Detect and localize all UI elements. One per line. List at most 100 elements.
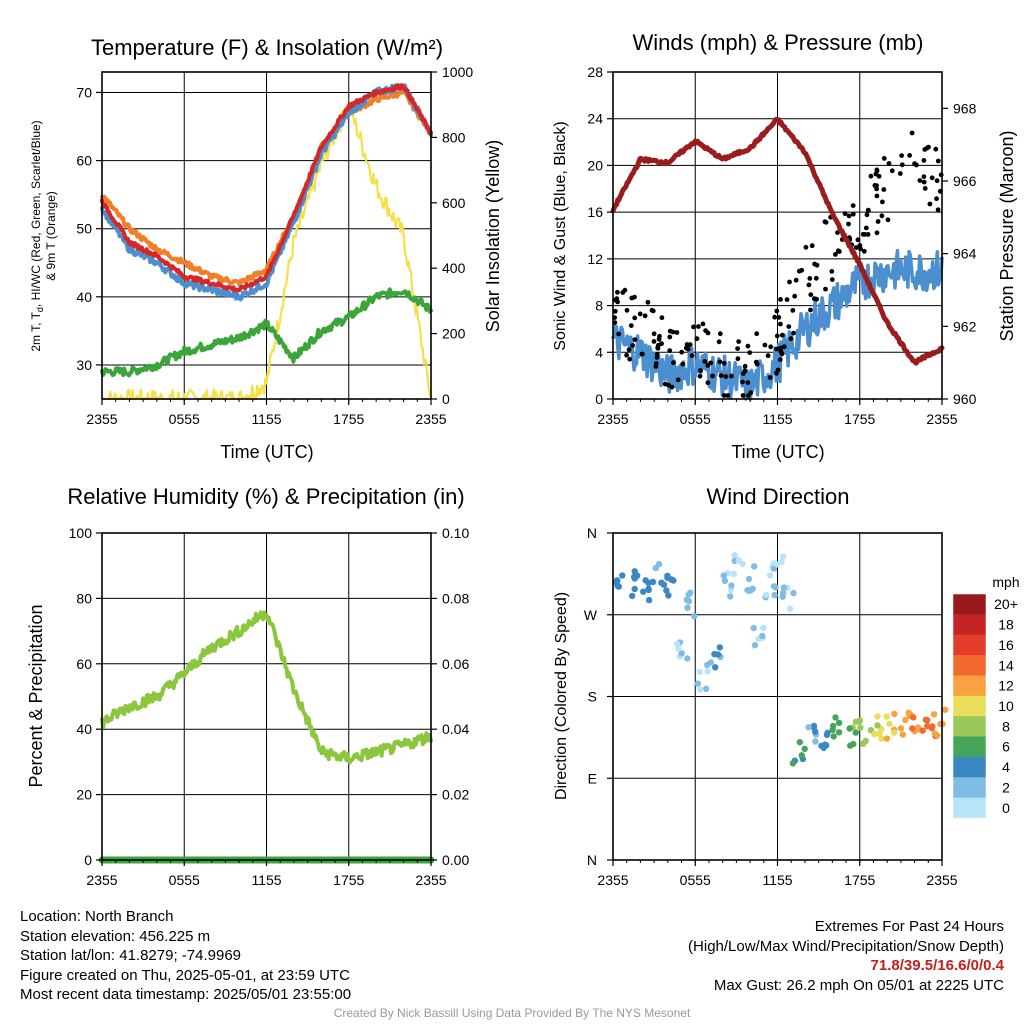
gust-point <box>935 158 941 164</box>
gust-point <box>850 203 856 209</box>
gust-point <box>889 168 895 174</box>
gust-point <box>667 348 673 354</box>
wind-direction-point <box>909 725 916 732</box>
station-pressure-line <box>610 116 945 366</box>
gust-point <box>627 356 633 362</box>
winds-y2tick-label: 968 <box>953 100 977 116</box>
gust-point <box>776 315 782 320</box>
colorbar-swatch <box>953 695 986 717</box>
winds-xtick-label: 1155 <box>762 411 792 427</box>
gust-point <box>886 161 892 166</box>
dir-ytick-label: W <box>584 607 598 623</box>
dir-ylabel: Direction (Colored By Speed) <box>553 592 570 800</box>
station-elevation: Station elevation: 456.225 m <box>20 927 211 945</box>
wind-direction-point <box>786 605 794 612</box>
extremes-block: Extremes For Past 24 Hours (High/Low/Max… <box>688 917 1004 995</box>
gust-point <box>675 377 681 383</box>
wind-direction-point <box>614 582 621 590</box>
dir-xtick-label: 0555 <box>680 872 711 888</box>
gust-point <box>754 331 760 337</box>
gust-point <box>899 162 905 168</box>
gust-point <box>850 211 856 217</box>
gust-point <box>740 393 746 398</box>
gust-point <box>615 289 620 295</box>
wind-direction-point <box>779 593 786 600</box>
gust-point <box>718 373 724 378</box>
wind-direction-point <box>721 577 729 584</box>
gust-point <box>921 179 927 185</box>
gust-point <box>874 193 880 199</box>
gust-point <box>874 186 879 192</box>
gust-point <box>639 351 645 357</box>
gust-point <box>791 330 796 336</box>
gust-point <box>846 213 852 219</box>
gust-point <box>754 361 760 367</box>
gust-point <box>924 145 930 151</box>
dir-panel-title: Wind Direction <box>706 484 849 509</box>
gust-point <box>768 344 774 350</box>
wind-direction-point <box>685 591 692 598</box>
rh-y2tick-label: 0.06 <box>442 656 469 672</box>
wind-direction-point <box>691 612 698 620</box>
wind-direction-point <box>712 664 719 671</box>
colorbar-label: 0 <box>1002 800 1010 816</box>
gust-point <box>735 356 741 362</box>
gust-point <box>927 201 933 207</box>
station-info: Location: North Branch Station elevation… <box>20 907 351 1005</box>
temp-xtick-label: 1755 <box>333 411 364 427</box>
winds-y2tick-label: 966 <box>953 173 977 189</box>
gust-point <box>921 174 927 180</box>
gust-point <box>938 172 944 178</box>
winds-ylabel: Sonic Wind & Gust (Blue, Black) <box>552 121 569 350</box>
gust-point <box>842 211 848 217</box>
rh-y2tick-label: 0.10 <box>442 525 469 541</box>
gust-point <box>659 315 665 321</box>
gust-point <box>880 199 885 205</box>
rh-ytick-label: 60 <box>76 656 92 672</box>
gust-point <box>853 245 859 250</box>
colorbar-swatch <box>953 736 986 758</box>
wind-direction-point <box>924 722 931 730</box>
wind-direction-point <box>874 713 881 720</box>
gust-point <box>717 331 723 337</box>
wind-direction-point <box>645 596 653 604</box>
rh-xtick-label: 2355 <box>86 872 117 888</box>
temp-ytick-label: 50 <box>76 221 92 237</box>
temp-y2tick-label: 0 <box>442 391 450 407</box>
rh-ytick-label: 0 <box>84 852 92 868</box>
wind-direction-point <box>714 651 722 658</box>
wind-direction-point <box>883 735 891 742</box>
wind-direction-point <box>684 655 691 662</box>
dir-ytick-label: E <box>588 770 597 786</box>
gust-point <box>779 332 785 338</box>
gust-point <box>669 384 675 390</box>
colorbar-swatch <box>953 655 986 676</box>
gust-point <box>812 261 817 267</box>
wind-direction-point <box>739 560 746 568</box>
winds-ytick-label: 0 <box>595 391 603 407</box>
gust-point <box>793 277 799 283</box>
gust-point <box>721 393 727 398</box>
dir-ytick-label: S <box>588 689 597 705</box>
gust-point <box>723 374 729 379</box>
temp-ytick-label: 40 <box>76 289 92 305</box>
wind-direction-point <box>910 714 917 721</box>
wind-direction-point <box>790 589 797 597</box>
colorbar-label: 18 <box>998 617 1014 633</box>
gust-point <box>651 339 657 344</box>
gust-point <box>680 361 686 367</box>
gust-point <box>697 373 703 379</box>
winds-ytick-label: 24 <box>587 111 603 127</box>
gust-point <box>645 299 651 305</box>
wind-direction-point <box>789 760 797 767</box>
gust-point <box>899 153 904 159</box>
gust-point <box>620 290 626 295</box>
gust-point <box>865 232 871 237</box>
colorbar-swatch <box>953 675 986 697</box>
wind-direction-point <box>812 738 819 745</box>
wind-direction-point <box>770 583 778 590</box>
wind-direction-point <box>614 577 621 585</box>
colorbar-unit: mph <box>992 574 1019 590</box>
gust-point <box>809 243 815 249</box>
